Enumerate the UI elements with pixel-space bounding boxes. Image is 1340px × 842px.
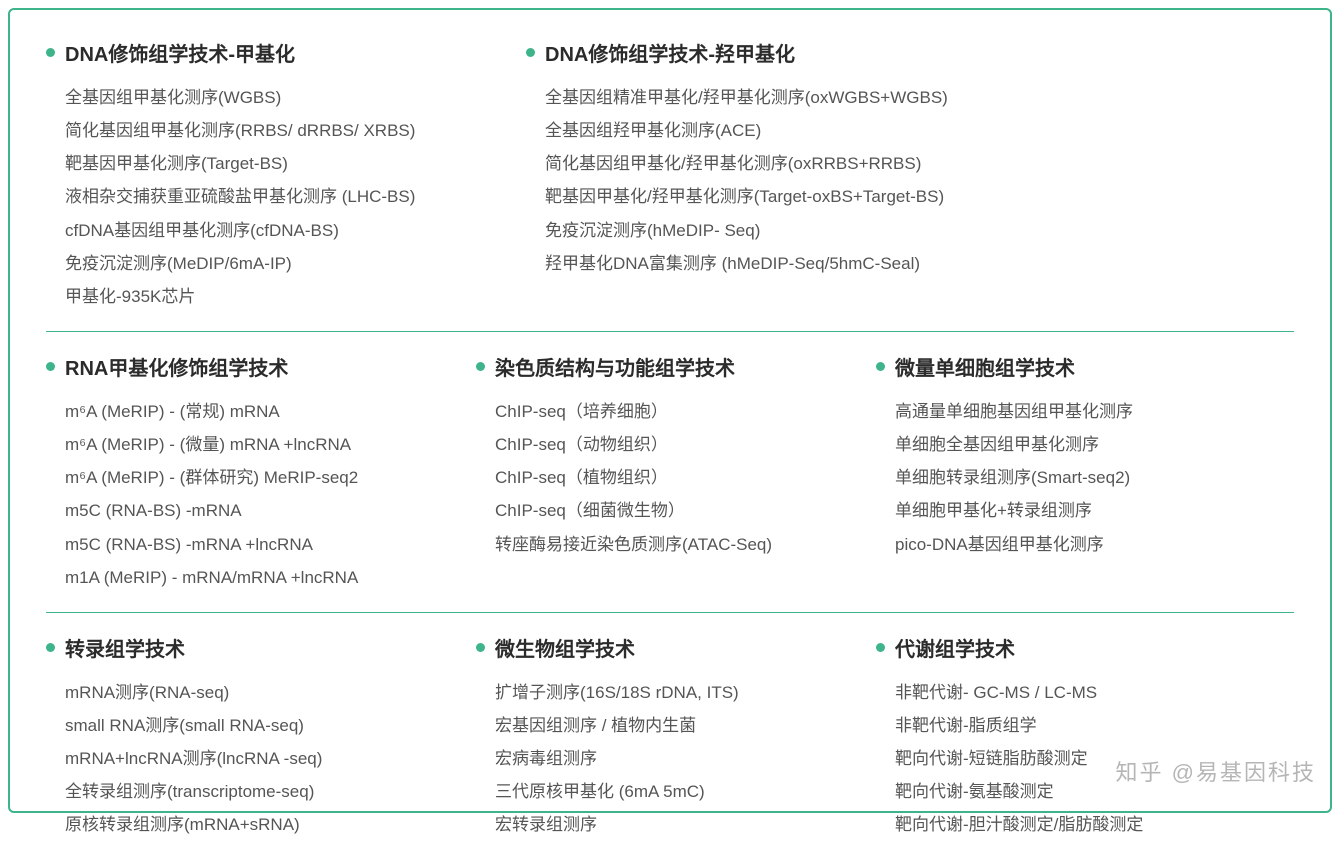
section-chromatin: 染色质结构与功能组学技术 ChIP-seq（培养细胞）ChIP-seq（动物组织…	[476, 352, 876, 594]
list-item: 靶向代谢-胆汁酸测定/脂肪酸测定	[895, 808, 1274, 841]
section-title: 转录组学技术	[46, 633, 456, 662]
item-list: 非靶代谢- GC-MS / LC-MS非靶代谢-脂质组学靶向代谢-短链脂肪酸测定…	[876, 676, 1274, 842]
bullet-icon	[46, 643, 55, 652]
list-item: 三代原核甲基化 (6mA 5mC)	[495, 775, 856, 808]
list-item: 单细胞甲基化+转录组测序	[895, 494, 1274, 527]
list-item: 全基因组甲基化测序(WGBS)	[65, 81, 506, 114]
list-item: 高通量单细胞基因组甲基化测序	[895, 395, 1274, 428]
list-item: 非靶代谢-脂质组学	[895, 709, 1274, 742]
list-item: 宏转录组测序	[495, 808, 856, 841]
section-title: 代谢组学技术	[876, 633, 1274, 662]
list-item: mRNA测序(RNA-seq)	[65, 676, 456, 709]
list-item: 免疫沉淀测序(hMeDIP- Seq)	[545, 214, 1274, 247]
section-microbiome: 微生物组学技术 扩增子测序(16S/18S rDNA, ITS)宏基因组测序 /…	[476, 633, 876, 842]
list-item: m⁶A (MeRIP) - (群体研究) MeRIP-seq2	[65, 461, 456, 494]
item-list: 全基因组甲基化测序(WGBS)简化基因组甲基化测序(RRBS/ dRRBS/ X…	[46, 81, 506, 313]
item-list: m⁶A (MeRIP) - (常规) mRNAm⁶A (MeRIP) - (微量…	[46, 395, 456, 594]
section-transcriptomics: 转录组学技术 mRNA测序(RNA-seq)small RNA测序(small …	[46, 633, 476, 842]
main-frame: DNA修饰组学技术-甲基化 全基因组甲基化测序(WGBS)简化基因组甲基化测序(…	[8, 8, 1332, 813]
bullet-icon	[876, 362, 885, 371]
title-text: RNA甲基化修饰组学技术	[65, 352, 288, 381]
list-item: 转座酶易接近染色质测序(ATAC-Seq)	[495, 528, 856, 561]
list-item: mRNA+lncRNA测序(lncRNA -seq)	[65, 742, 456, 775]
bullet-icon	[876, 643, 885, 652]
item-list: 扩增子测序(16S/18S rDNA, ITS)宏基因组测序 / 植物内生菌宏病…	[476, 676, 856, 842]
list-item: 液相杂交捕获重亚硫酸盐甲基化测序 (LHC-BS)	[65, 180, 506, 213]
list-item: ChIP-seq（培养细胞）	[495, 395, 856, 428]
section-title: 微量单细胞组学技术	[876, 352, 1274, 381]
section-dna-methylation: DNA修饰组学技术-甲基化 全基因组甲基化测序(WGBS)简化基因组甲基化测序(…	[46, 38, 526, 313]
list-item: 靶向代谢-氨基酸测定	[895, 775, 1274, 808]
list-item: 羟甲基化DNA富集测序 (hMeDIP-Seq/5hmC-Seal)	[545, 247, 1274, 280]
row-3: 转录组学技术 mRNA测序(RNA-seq)small RNA测序(small …	[46, 633, 1294, 842]
item-list: mRNA测序(RNA-seq)small RNA测序(small RNA-seq…	[46, 676, 456, 842]
list-item: ChIP-seq（植物组织）	[495, 461, 856, 494]
section-title: DNA修饰组学技术-甲基化	[46, 38, 506, 67]
item-list: ChIP-seq（培养细胞）ChIP-seq（动物组织）ChIP-seq（植物组…	[476, 395, 856, 561]
section-title: DNA修饰组学技术-羟甲基化	[526, 38, 1274, 67]
list-item: m⁶A (MeRIP) - (微量) mRNA +lncRNA	[65, 428, 456, 461]
list-item: m⁶A (MeRIP) - (常规) mRNA	[65, 395, 456, 428]
bullet-icon	[46, 362, 55, 371]
section-title: RNA甲基化修饰组学技术	[46, 352, 456, 381]
list-item: 全转录组测序(transcriptome-seq)	[65, 775, 456, 808]
bullet-icon	[476, 362, 485, 371]
list-item: 全基因组精准甲基化/羟甲基化测序(oxWGBS+WGBS)	[545, 81, 1274, 114]
item-list: 全基因组精准甲基化/羟甲基化测序(oxWGBS+WGBS)全基因组羟甲基化测序(…	[526, 81, 1274, 280]
section-rna-methylation: RNA甲基化修饰组学技术 m⁶A (MeRIP) - (常规) mRNAm⁶A …	[46, 352, 476, 594]
list-item: 靶基因甲基化测序(Target-BS)	[65, 147, 506, 180]
list-item: ChIP-seq（动物组织）	[495, 428, 856, 461]
list-item: 单细胞全基因组甲基化测序	[895, 428, 1274, 461]
list-item: 靶基因甲基化/羟甲基化测序(Target-oxBS+Target-BS)	[545, 180, 1274, 213]
list-item: cfDNA基因组甲基化测序(cfDNA-BS)	[65, 214, 506, 247]
list-item: m5C (RNA-BS) -mRNA	[65, 494, 456, 527]
list-item: 非靶代谢- GC-MS / LC-MS	[895, 676, 1274, 709]
list-item: m5C (RNA-BS) -mRNA +lncRNA	[65, 528, 456, 561]
bullet-icon	[476, 643, 485, 652]
row-2: RNA甲基化修饰组学技术 m⁶A (MeRIP) - (常规) mRNAm⁶A …	[46, 352, 1294, 613]
title-text: DNA修饰组学技术-羟甲基化	[545, 38, 795, 67]
title-text: 转录组学技术	[65, 633, 185, 662]
title-text: 染色质结构与功能组学技术	[495, 352, 735, 381]
list-item: 原核转录组测序(mRNA+sRNA)	[65, 808, 456, 841]
item-list: 高通量单细胞基因组甲基化测序单细胞全基因组甲基化测序单细胞转录组测序(Smart…	[876, 395, 1274, 561]
section-metabolomics: 代谢组学技术 非靶代谢- GC-MS / LC-MS非靶代谢-脂质组学靶向代谢-…	[876, 633, 1294, 842]
section-dna-hydroxymethylation: DNA修饰组学技术-羟甲基化 全基因组精准甲基化/羟甲基化测序(oxWGBS+W…	[526, 38, 1294, 313]
list-item: ChIP-seq（细菌微生物）	[495, 494, 856, 527]
list-item: 简化基因组甲基化/羟甲基化测序(oxRRBS+RRBS)	[545, 147, 1274, 180]
list-item: 免疫沉淀测序(MeDIP/6mA-IP)	[65, 247, 506, 280]
list-item: small RNA测序(small RNA-seq)	[65, 709, 456, 742]
bullet-icon	[46, 48, 55, 57]
row-1: DNA修饰组学技术-甲基化 全基因组甲基化测序(WGBS)简化基因组甲基化测序(…	[46, 38, 1294, 332]
list-item: pico-DNA基因组甲基化测序	[895, 528, 1274, 561]
section-single-cell: 微量单细胞组学技术 高通量单细胞基因组甲基化测序单细胞全基因组甲基化测序单细胞转…	[876, 352, 1294, 594]
title-text: 微量单细胞组学技术	[895, 352, 1075, 381]
list-item: 单细胞转录组测序(Smart-seq2)	[895, 461, 1274, 494]
title-text: DNA修饰组学技术-甲基化	[65, 38, 295, 67]
bullet-icon	[526, 48, 535, 57]
list-item: 宏基因组测序 / 植物内生菌	[495, 709, 856, 742]
list-item: m1A (MeRIP) - mRNA/mRNA +lncRNA	[65, 561, 456, 594]
list-item: 全基因组羟甲基化测序(ACE)	[545, 114, 1274, 147]
list-item: 宏病毒组测序	[495, 742, 856, 775]
list-item: 简化基因组甲基化测序(RRBS/ dRRBS/ XRBS)	[65, 114, 506, 147]
list-item: 甲基化-935K芯片	[65, 280, 506, 313]
title-text: 微生物组学技术	[495, 633, 635, 662]
section-title: 微生物组学技术	[476, 633, 856, 662]
list-item: 靶向代谢-短链脂肪酸测定	[895, 742, 1274, 775]
title-text: 代谢组学技术	[895, 633, 1015, 662]
section-title: 染色质结构与功能组学技术	[476, 352, 856, 381]
list-item: 扩增子测序(16S/18S rDNA, ITS)	[495, 676, 856, 709]
